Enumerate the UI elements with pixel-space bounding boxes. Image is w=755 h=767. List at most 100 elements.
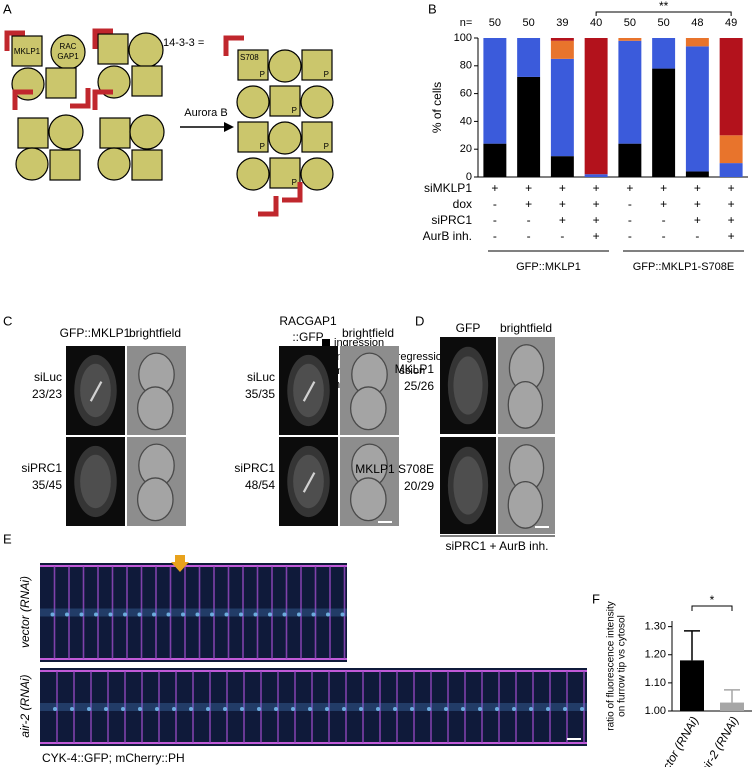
midbody-spot [224, 612, 229, 617]
bar-segment [550, 58, 574, 157]
midbody-spot [166, 612, 171, 617]
label: 25/26 [404, 379, 434, 393]
label: 23/23 [32, 387, 62, 401]
y-tick-label: 20 [460, 143, 472, 155]
condition-value: - [560, 229, 564, 243]
midzone [89, 381, 103, 402]
y-tick-label: 1.00 [645, 705, 666, 717]
condition-label: siMKLP1 [424, 181, 472, 195]
cell-outline [136, 386, 174, 431]
y-tick-label: 1.30 [645, 621, 666, 633]
y-tick-label: 40 [460, 115, 472, 127]
midbody-spot [206, 707, 210, 711]
x-tick-label: vector (RNAi) [653, 714, 701, 767]
midbody-spot [79, 612, 84, 617]
label: brightfield [129, 326, 181, 340]
n-value: 39 [556, 17, 568, 29]
mklp1-square [99, 117, 131, 149]
mklp1-square [269, 157, 301, 189]
adaptor-bracket [12, 89, 33, 110]
midbody-spot [223, 707, 227, 711]
midbody-spot [359, 707, 363, 711]
caption: CYK-4::GFP; mCherry::PH [42, 751, 185, 765]
micrograph [498, 337, 555, 434]
label: 14-3-3 = [163, 37, 204, 49]
condition-value: + [728, 213, 735, 227]
label: GFP [456, 321, 481, 335]
adaptor-bracket [258, 196, 279, 217]
midbody-spot [291, 707, 295, 711]
condition-value: + [694, 213, 701, 227]
condition-value: - [527, 229, 531, 243]
condition-value: + [593, 229, 600, 243]
label: P [292, 178, 297, 187]
micrograph [440, 337, 496, 434]
midbody-spot [104, 707, 108, 711]
cell-outline [349, 477, 387, 522]
condition-value: + [525, 197, 532, 211]
midbody-spot [410, 707, 414, 711]
micrograph [340, 437, 399, 526]
n-value: 50 [624, 17, 636, 29]
condition-label: dox [453, 197, 472, 211]
midzone [302, 472, 316, 493]
label: siLuc [247, 370, 275, 384]
adaptor-bracket [282, 182, 303, 203]
midzone [302, 381, 316, 402]
midbody-spot [121, 707, 125, 711]
condition-value: + [593, 181, 600, 195]
bar-segment [719, 135, 743, 164]
midbody-spot [546, 707, 550, 711]
condition-value: + [559, 213, 566, 227]
racgap1-circle [268, 121, 302, 155]
condition-value: + [593, 213, 600, 227]
condition-value: + [728, 229, 735, 243]
condition-value: + [559, 181, 566, 195]
midbody-spot [152, 612, 156, 617]
label: MKLP1 [395, 362, 435, 376]
cell-outline [349, 386, 387, 431]
arrow-head [224, 122, 234, 132]
cell-core [80, 454, 111, 509]
midbody-spot [340, 612, 345, 617]
bar-segment [584, 174, 608, 177]
condition-value: - [628, 213, 632, 227]
label: P [260, 70, 265, 79]
kymograph [40, 668, 587, 746]
midbody-spot [181, 612, 185, 617]
racgap1-circle [268, 49, 302, 83]
kymograph-bg [40, 563, 347, 662]
label: P [292, 106, 297, 115]
midbody-spot [94, 612, 98, 617]
midbody-spot [189, 707, 193, 711]
condition-value: + [660, 181, 667, 195]
y-tick-label: 1.20 [645, 649, 666, 661]
condition-value: - [493, 229, 497, 243]
midbody-spot [50, 612, 55, 617]
error-bar [724, 689, 740, 703]
condition-value: - [628, 229, 632, 243]
racgap1-circle [129, 114, 165, 150]
midbody-spot [240, 707, 244, 711]
kymograph [40, 563, 347, 662]
bar-segment [719, 38, 743, 136]
cell-outline [136, 477, 174, 522]
bar-segment [517, 38, 541, 77]
condition-value: + [728, 181, 735, 195]
midbody-spot [65, 612, 69, 617]
bar-segment [618, 38, 642, 41]
condition-value: - [662, 213, 666, 227]
midbody-spot [326, 612, 330, 617]
condition-value: - [695, 229, 699, 243]
label: RACGAP1 [279, 314, 337, 328]
mklp1-square [131, 149, 163, 181]
panel-label: D [415, 313, 424, 328]
racgap1-circle [236, 85, 270, 119]
label: brightfield [500, 321, 552, 335]
midbody-spot [444, 707, 448, 711]
bar [680, 660, 704, 711]
mklp1-square [11, 35, 43, 67]
racgap1-circle [97, 147, 131, 181]
bar-segment [483, 38, 507, 144]
